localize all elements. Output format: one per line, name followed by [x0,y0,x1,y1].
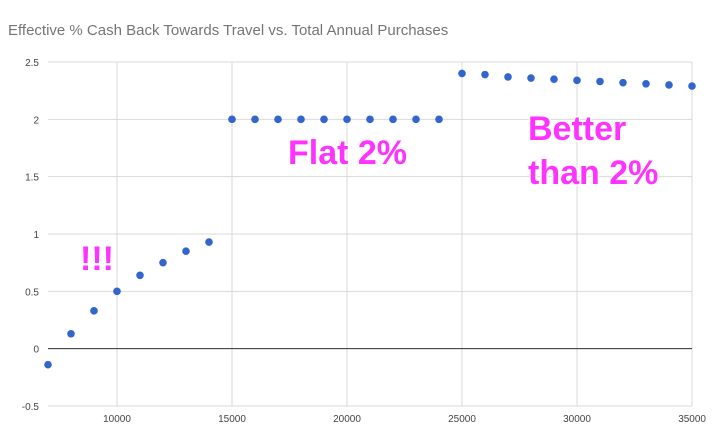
data-point [297,115,305,124]
chart-annotations: !!! Flat 2% Better than 2% [79,109,660,280]
data-point [389,115,397,124]
annotation-than: than 2% [528,154,658,192]
y-tick-label: 2.5 [25,58,39,69]
data-point [205,238,213,246]
data-point [481,70,489,79]
data-point [274,115,282,124]
data-point [320,115,328,124]
data-point [596,77,604,86]
data-points [44,69,696,369]
data-point [573,76,581,85]
data-point [504,73,512,81]
data-point [665,81,673,89]
x-tick-label: 25000 [448,414,476,425]
data-point [44,360,52,369]
x-axis-ticks: 10000 15000 20000 25000 30000 35000 [103,414,706,425]
data-point [366,115,374,124]
data-point [67,329,75,338]
data-point [412,115,420,124]
data-point [228,115,236,124]
y-tick-label: 1.5 [25,173,39,184]
y-tick-label: 0.5 [25,287,39,298]
annotation-exclamation: !!! [80,240,114,278]
x-tick-label: 15000 [218,414,246,425]
data-point [688,82,696,90]
y-tick-label: 2 [33,115,39,126]
x-tick-label: 20000 [333,414,361,425]
data-point [343,115,351,124]
y-tick-label: 1 [33,230,39,241]
y-axis-ticks: -0.5 0 0.5 1 1.5 2 2.5 [22,58,40,413]
y-tick-label: -0.5 [22,402,40,413]
data-point [435,115,443,124]
y-tick-label: 0 [33,345,39,356]
data-point [550,75,558,83]
data-point [527,74,535,82]
data-point [90,307,98,315]
chart-title: Effective % Cash Back Towards Travel vs.… [8,22,449,39]
x-tick-label: 30000 [563,414,591,425]
data-point [182,247,190,255]
data-point [251,115,259,124]
annotation-flat: Flat 2% [288,134,407,172]
data-point [619,78,627,87]
data-point [136,271,144,280]
x-tick-label: 35000 [678,414,706,425]
annotation-better: Better [528,110,626,148]
data-point [113,287,121,296]
data-point [458,69,466,78]
data-point [159,258,167,267]
x-tick-label: 10000 [103,414,131,425]
data-point [642,79,650,88]
